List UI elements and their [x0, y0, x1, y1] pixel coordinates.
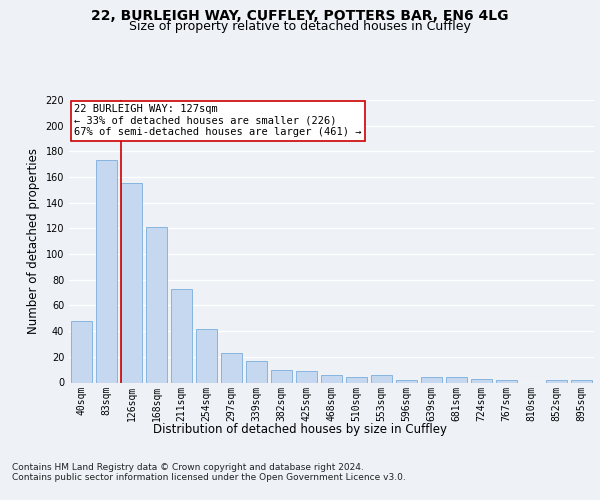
Text: Size of property relative to detached houses in Cuffley: Size of property relative to detached ho… — [129, 20, 471, 33]
Bar — [346, 378, 367, 382]
Bar — [571, 380, 592, 382]
Bar — [421, 378, 442, 382]
Text: Contains HM Land Registry data © Crown copyright and database right 2024.
Contai: Contains HM Land Registry data © Crown c… — [12, 462, 406, 482]
Bar — [146, 227, 167, 382]
Bar — [471, 378, 492, 382]
Bar — [546, 380, 567, 382]
Y-axis label: Number of detached properties: Number of detached properties — [27, 148, 40, 334]
Bar — [96, 160, 117, 382]
Bar — [171, 289, 192, 382]
Text: 22, BURLEIGH WAY, CUFFLEY, POTTERS BAR, EN6 4LG: 22, BURLEIGH WAY, CUFFLEY, POTTERS BAR, … — [91, 9, 509, 23]
Bar — [246, 360, 267, 382]
Bar — [321, 375, 342, 382]
Bar — [446, 378, 467, 382]
Bar — [71, 321, 92, 382]
Bar — [271, 370, 292, 382]
Text: 22 BURLEIGH WAY: 127sqm
← 33% of detached houses are smaller (226)
67% of semi-d: 22 BURLEIGH WAY: 127sqm ← 33% of detache… — [74, 104, 362, 138]
Bar — [196, 328, 217, 382]
Bar — [296, 371, 317, 382]
Bar — [221, 353, 242, 382]
Text: Distribution of detached houses by size in Cuffley: Distribution of detached houses by size … — [153, 422, 447, 436]
Bar — [121, 184, 142, 382]
Bar — [396, 380, 417, 382]
Bar — [371, 375, 392, 382]
Bar — [496, 380, 517, 382]
